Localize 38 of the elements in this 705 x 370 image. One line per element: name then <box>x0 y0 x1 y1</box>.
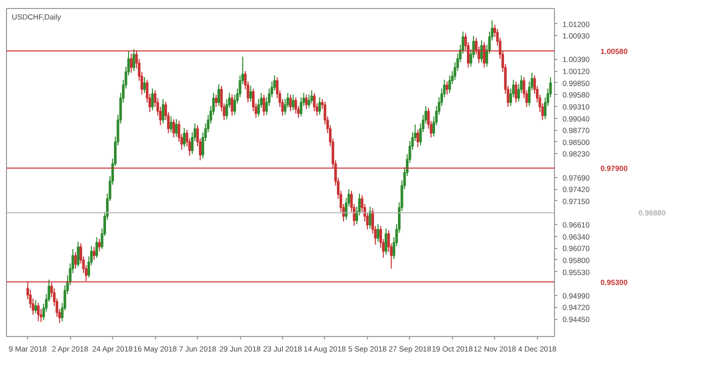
candlestick <box>34 300 37 314</box>
candlestick <box>289 94 292 112</box>
candlestick <box>76 241 80 268</box>
candlestick <box>95 236 98 258</box>
candlestick <box>214 94 218 108</box>
candlestick <box>446 81 448 96</box>
candlestick <box>262 94 266 116</box>
candlestick <box>305 94 308 110</box>
candlestick <box>310 90 313 104</box>
candlestick <box>172 118 175 138</box>
candlestick <box>416 129 420 148</box>
candlestick <box>162 98 164 124</box>
candlestick <box>92 246 96 260</box>
candlestick <box>143 76 146 94</box>
candlestick <box>313 92 316 112</box>
candlestick <box>98 238 101 252</box>
candlestick <box>170 116 172 133</box>
candlestick <box>318 96 321 116</box>
candlestick <box>384 228 388 256</box>
candlestick <box>74 252 77 270</box>
candlestick <box>37 302 40 322</box>
candlestick <box>130 53 133 74</box>
candlestick <box>480 40 483 63</box>
candlestick <box>151 88 154 111</box>
candlestick <box>376 224 380 242</box>
candlestick <box>294 96 298 114</box>
candlestick <box>249 85 252 102</box>
candlestick <box>132 48 136 72</box>
candlestick <box>183 127 186 148</box>
candlestick <box>514 81 518 104</box>
candlestick <box>292 94 294 111</box>
candlestick <box>308 94 310 108</box>
candlestick <box>218 84 220 107</box>
candlestick <box>230 94 234 116</box>
candlestick <box>300 96 302 118</box>
candlestick <box>175 118 178 138</box>
candlestick <box>448 74 451 94</box>
candlestick <box>368 206 372 229</box>
